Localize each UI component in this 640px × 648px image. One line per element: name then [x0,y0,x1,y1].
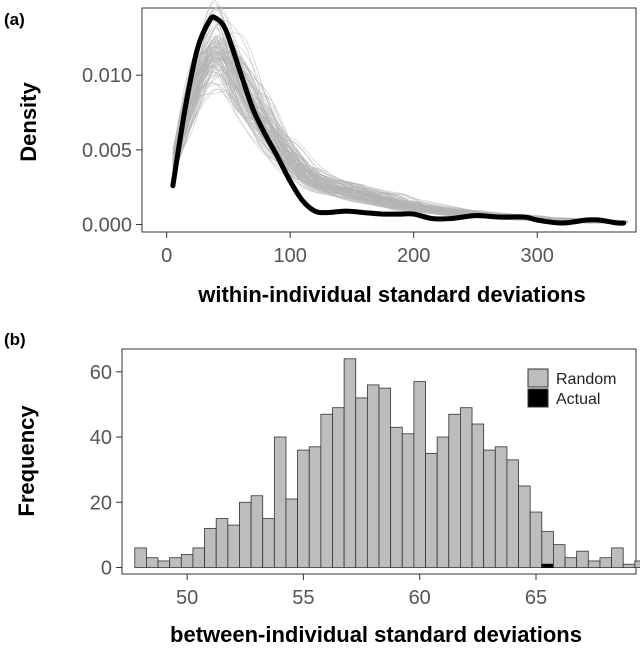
x-tick-label: 0 [161,245,172,267]
x-tick-label: 65 [525,587,547,609]
actual-density-curve-group [170,14,627,226]
random-density-curve [172,52,616,224]
panel-b-y-axis-title: Frequency [14,405,39,517]
histogram-bar-random [366,384,380,568]
histogram-bar-actual [541,563,554,568]
legend-swatch-random [527,368,549,388]
histogram-bar-random [611,547,624,568]
histogram-bar-random [599,557,612,568]
histogram-bar-random [576,550,589,568]
histogram-bar-random [587,560,601,568]
panel-a-density: (a) 0.000 0.005 0.010 0 100 200 300 within-in… [4,0,637,307]
panel-b-x-axis: 50 55 60 65 [176,574,547,609]
panel-a-x-axis-title: within-individual standard deviations [197,282,585,307]
histogram-bar-random [425,452,438,568]
legend: Random Actual [527,368,616,408]
histogram-bar-random [146,557,159,568]
histogram-bar-random [192,547,205,568]
x-tick-label: 50 [176,587,198,609]
histogram-bar-random [239,501,252,568]
histogram-bar-random [564,557,578,568]
histogram-bar-random [308,446,322,568]
y-tick-label: 0.005 [82,140,132,162]
histogram-bar-random [471,423,485,568]
panel-a-y-axis: 0.000 0.005 0.010 [82,65,142,237]
histogram-bar-random [297,449,310,568]
histogram-bar-random [541,531,554,568]
y-tick-label: 0.000 [82,215,132,237]
histogram-bar-random [460,407,473,568]
panel-b-label: (b) [4,330,26,349]
histogram-bar-random [169,557,182,568]
histogram-bar-random [553,544,566,568]
legend-swatch-actual [527,388,549,408]
histogram-bar-random [343,358,357,568]
histogram-bar-random [378,387,392,568]
histogram-bar-random [634,560,640,568]
panel-a-x-axis: 0 100 200 300 [161,232,554,267]
legend-label-random: Random [556,371,616,388]
histogram-bar-random [622,563,636,568]
legend-label-actual: Actual [556,391,600,408]
histogram-bar-random [436,436,450,568]
x-tick-label: 200 [397,245,430,267]
histogram-bar-random [320,413,333,568]
actual-density-curve [170,14,627,226]
histogram-bar-random [157,560,171,568]
histogram-bar-random [529,511,543,568]
random-density-curve [172,51,627,224]
histogram-bar-random [483,449,496,568]
panel-b-y-axis: 0 20 40 60 [90,362,122,579]
x-tick-label: 100 [274,245,307,267]
y-tick-label: 0.010 [82,65,132,87]
histogram-bar-random [262,518,275,568]
panel-a-y-axis-title: Density [16,82,41,162]
histogram-bar-random [355,397,368,568]
panel-a-label: (a) [4,10,25,29]
histogram-bar-random [332,407,345,568]
histogram-bar-random [506,459,519,568]
x-tick-label: 55 [292,587,314,609]
histogram-bar-random [134,547,147,568]
histogram-bar-random [285,498,298,568]
random-density-curve [172,71,590,224]
histogram-bar-random [494,446,508,568]
histogram-bar-random [250,495,264,568]
histogram-bar-random [448,413,461,568]
histogram-bar-random [518,485,531,568]
x-tick-label: 60 [409,587,431,609]
x-tick-label: 300 [521,245,554,267]
histogram-bars [134,358,640,568]
y-tick-label: 60 [90,362,112,384]
y-tick-label: 0 [101,557,112,579]
histogram-bar-random [215,518,229,568]
histogram-bar-random [390,426,403,568]
histogram-bar-random [401,433,415,568]
histogram-bar-random [413,381,426,568]
histogram-bar-random [273,436,287,568]
y-tick-label: 40 [90,427,112,449]
histogram-bar-random [227,524,240,568]
panel-b-x-axis-title: between-individual standard deviations [170,622,582,647]
histogram-bar-random [180,554,194,568]
panel-b-histogram: (b) 0 20 40 60 50 55 60 65 Random Actual betwe… [4,330,640,647]
y-tick-label: 20 [90,492,112,514]
histogram-bar-random [204,527,217,568]
